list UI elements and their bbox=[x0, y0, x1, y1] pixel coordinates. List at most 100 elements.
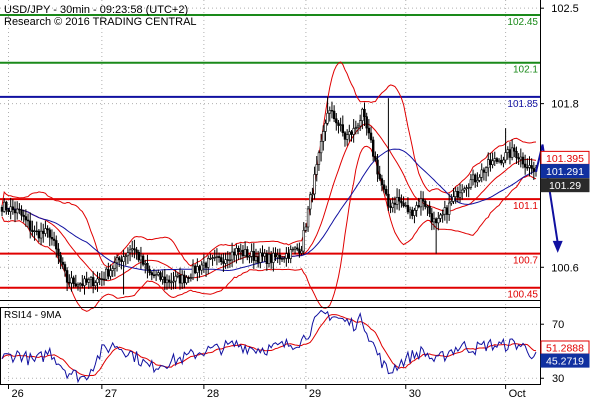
candle-145 bbox=[315, 156, 318, 182]
candle-165 bbox=[358, 114, 362, 131]
candle-90 bbox=[196, 258, 199, 282]
candle-110 bbox=[239, 243, 242, 260]
rsi-tag-0: 51.2888 bbox=[540, 340, 590, 355]
candle-174 bbox=[378, 165, 381, 181]
candle-207 bbox=[450, 194, 453, 206]
candle-215 bbox=[467, 183, 470, 198]
forecast-path bbox=[535, 144, 559, 244]
candle-125 bbox=[272, 247, 275, 272]
candle-206 bbox=[447, 193, 451, 221]
candle-164 bbox=[356, 122, 360, 135]
candle-238 bbox=[517, 153, 520, 165]
candle-138 bbox=[300, 245, 303, 256]
candle-76 bbox=[165, 274, 169, 290]
candle-27 bbox=[59, 251, 62, 270]
candle-122 bbox=[265, 250, 269, 271]
candle-126 bbox=[274, 247, 277, 261]
candle-133 bbox=[289, 245, 292, 264]
svg-text:101.29: 101.29 bbox=[549, 180, 581, 192]
candle-117 bbox=[254, 248, 258, 264]
candle-8 bbox=[18, 203, 21, 215]
candle-211 bbox=[458, 183, 462, 203]
candle-54 bbox=[118, 255, 121, 267]
candle-55 bbox=[120, 255, 123, 270]
candle-141 bbox=[306, 205, 310, 232]
candle-155 bbox=[337, 120, 340, 134]
candle-53 bbox=[115, 254, 119, 272]
candle-220 bbox=[478, 174, 481, 183]
candle-116 bbox=[252, 243, 256, 269]
candle-242 bbox=[526, 158, 529, 171]
candle-148 bbox=[322, 125, 325, 151]
candle-222 bbox=[482, 167, 486, 181]
candle-216 bbox=[469, 173, 473, 190]
candle-91 bbox=[198, 264, 201, 278]
candle-159 bbox=[345, 129, 349, 146]
candle-192 bbox=[417, 197, 420, 209]
candle-196 bbox=[426, 204, 429, 216]
candle-137 bbox=[298, 242, 301, 258]
candle-104 bbox=[226, 251, 229, 269]
candle-171 bbox=[371, 136, 375, 162]
candle-86 bbox=[187, 275, 190, 283]
candle-12 bbox=[26, 213, 30, 229]
candle-232 bbox=[504, 128, 507, 164]
candle-203 bbox=[441, 209, 444, 223]
candle-66 bbox=[144, 259, 147, 274]
candle-234 bbox=[508, 142, 512, 165]
candle-213 bbox=[463, 186, 466, 193]
candle-161 bbox=[350, 130, 353, 142]
candle-4 bbox=[9, 197, 12, 220]
candle-29 bbox=[63, 261, 67, 277]
candle-35 bbox=[76, 282, 80, 291]
candle-178 bbox=[387, 98, 390, 212]
candle-2 bbox=[5, 200, 8, 215]
candle-71 bbox=[154, 270, 158, 282]
candle-162 bbox=[352, 119, 355, 143]
candle-135 bbox=[293, 246, 297, 255]
candle-10 bbox=[22, 209, 25, 223]
chart-subtitle: Research © 2016 TRADING CENTRAL bbox=[4, 16, 197, 28]
candle-128 bbox=[278, 248, 282, 265]
candle-79 bbox=[172, 271, 175, 290]
x-tick-label-0: 26 bbox=[12, 388, 24, 400]
candle-98 bbox=[213, 249, 216, 262]
candle-31 bbox=[68, 274, 71, 288]
candle-210 bbox=[456, 186, 460, 203]
candle-59 bbox=[128, 245, 132, 262]
candle-227 bbox=[493, 151, 496, 167]
candle-47 bbox=[102, 271, 106, 286]
candle-226 bbox=[491, 152, 494, 169]
bollinger-lower bbox=[1, 145, 537, 312]
candle-32 bbox=[70, 270, 73, 292]
candle-170 bbox=[369, 126, 373, 143]
candle-70 bbox=[152, 268, 156, 279]
candle-56 bbox=[122, 249, 125, 295]
level-label-3: 101.1 bbox=[513, 201, 538, 212]
candle-188 bbox=[408, 206, 412, 219]
candle-225 bbox=[489, 152, 492, 172]
candle-239 bbox=[519, 148, 523, 168]
svg-text:101.395: 101.395 bbox=[546, 153, 584, 165]
candle-204 bbox=[443, 200, 447, 221]
candle-24 bbox=[52, 231, 56, 247]
candle-175 bbox=[380, 174, 384, 192]
candle-184 bbox=[400, 194, 403, 208]
candle-81 bbox=[176, 272, 180, 279]
candle-208 bbox=[452, 188, 455, 205]
candle-93 bbox=[202, 254, 206, 273]
candle-127 bbox=[276, 248, 279, 264]
candle-78 bbox=[170, 272, 173, 290]
candle-181 bbox=[393, 196, 397, 214]
candle-61 bbox=[133, 239, 136, 259]
price-tag-2: 101.29 bbox=[540, 178, 590, 193]
level-label-0: 102.45 bbox=[507, 17, 538, 28]
candle-121 bbox=[263, 248, 266, 262]
candle-30 bbox=[65, 267, 69, 292]
level-label-2: 101.85 bbox=[507, 99, 538, 110]
candle-11 bbox=[24, 209, 28, 227]
candle-85 bbox=[185, 275, 188, 285]
candle-131 bbox=[285, 247, 288, 267]
